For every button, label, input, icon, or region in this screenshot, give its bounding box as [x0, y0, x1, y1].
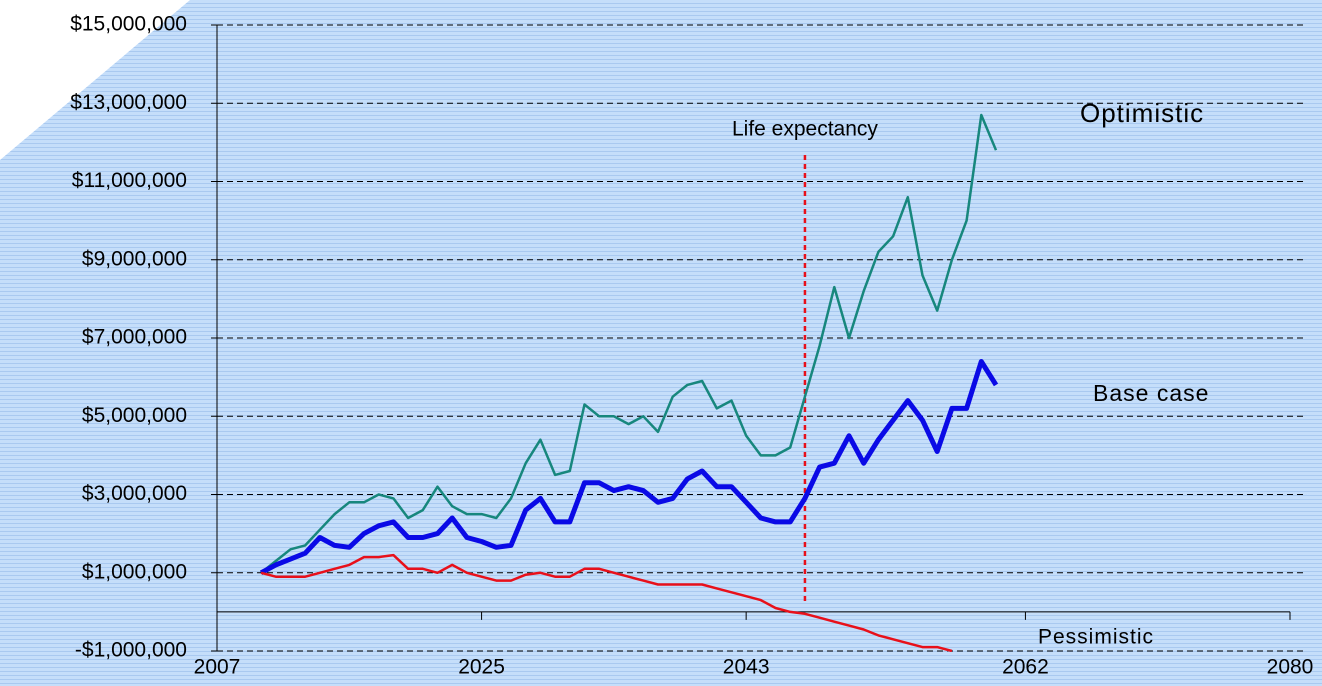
y-tick-label: $15,000,000	[70, 13, 187, 36]
plot	[259, 113, 999, 652]
series-label: Base case	[1093, 380, 1209, 406]
series-line	[260, 553, 953, 652]
series-label: Pessimistic	[1038, 626, 1154, 649]
y-tick-label: -$1,000,000	[75, 639, 187, 662]
series-line	[259, 359, 999, 576]
x-tick-label: 2025	[458, 656, 505, 679]
y-tick-label: $13,000,000	[70, 91, 187, 114]
x-tick-label: 2007	[194, 656, 241, 679]
y-tick-label: $9,000,000	[82, 247, 187, 270]
y-tick-label: $11,000,000	[72, 169, 187, 192]
corner-fold	[0, 0, 190, 160]
series-line	[260, 113, 998, 574]
annotation-label: Life expectancy	[732, 118, 878, 141]
series-label: Optimistic	[1080, 98, 1204, 128]
x-tick-label: 2080	[1267, 656, 1314, 679]
x-tick-label: 2062	[1002, 656, 1049, 679]
x-tick-label: 2043	[723, 656, 770, 679]
y-tick-label: $1,000,000	[82, 560, 187, 583]
y-tick-label: $7,000,000	[82, 326, 187, 349]
y-tick-label: $3,000,000	[82, 482, 187, 505]
y-tick-label: $5,000,000	[82, 404, 187, 427]
